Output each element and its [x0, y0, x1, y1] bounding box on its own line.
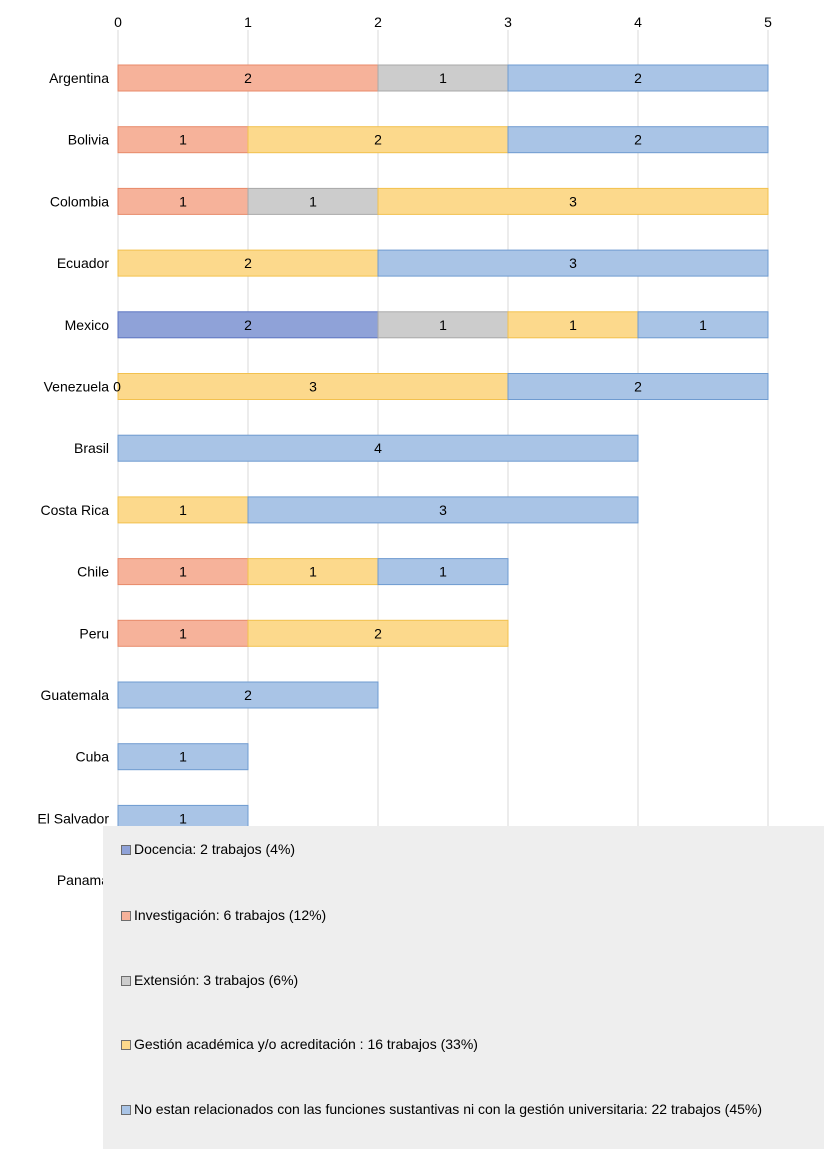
data-label: 3	[569, 193, 577, 209]
data-label: 1	[179, 810, 187, 826]
data-label: 1	[309, 193, 317, 209]
legend-swatch	[121, 1040, 131, 1050]
category-label: Bolivia	[68, 132, 109, 148]
data-label: 1	[439, 70, 447, 86]
bar-segment	[117, 619, 249, 647]
data-label: 1	[179, 502, 187, 518]
data-label: 2	[244, 687, 252, 703]
data-label: 1	[179, 749, 187, 765]
data-label: 3	[439, 502, 447, 518]
category-label: Peru	[79, 625, 109, 641]
bar-segment	[377, 311, 509, 339]
category-label: Chile	[77, 564, 109, 580]
x-tick-label: 0	[114, 14, 122, 30]
bar-segment	[117, 311, 379, 339]
category-label: Mexico	[65, 317, 110, 333]
legend-label: Docencia: 2 trabajos (4%)	[134, 841, 296, 857]
data-labels: 2 1 2 1 2 2 1 1 3 2 3 2 1 1 1 3 2 4 1 3 1 1 1 1 2 2 1 1 0	[113, 70, 707, 826]
legend-item: Extensión: 3 trabajos (6%)	[121, 970, 820, 990]
bar-segment	[377, 558, 509, 586]
bar-segment	[247, 496, 639, 524]
data-label: 4	[374, 440, 382, 456]
bar-segment	[377, 64, 509, 92]
bar-segment	[507, 64, 769, 92]
data-label: 3	[569, 255, 577, 271]
data-label: 2	[374, 625, 382, 641]
bar-segment	[377, 249, 769, 277]
data-label: 1	[179, 564, 187, 580]
bar-segments	[117, 64, 769, 832]
legend-swatch	[121, 1105, 131, 1115]
x-tick-label: 2	[374, 14, 382, 30]
legend-item: Docencia: 2 trabajos (4%)	[121, 839, 820, 859]
data-label: 1	[179, 625, 187, 641]
category-label: Colombia	[50, 193, 109, 209]
data-label: 1	[439, 564, 447, 580]
legend-label: Extensión: 3 trabajos (6%)	[134, 972, 299, 988]
category-label: Venezuela	[44, 379, 110, 395]
data-label: 2	[244, 70, 252, 86]
data-label: 3	[309, 379, 317, 395]
legend-swatch	[121, 976, 131, 986]
data-label: 2	[374, 132, 382, 148]
bar-segment	[117, 558, 249, 586]
bar-segment	[117, 434, 639, 462]
bar-segment	[117, 373, 509, 400]
bar-segment	[637, 311, 769, 339]
legend: Docencia: 2 trabajos (4%) Investigación: …	[103, 826, 824, 1149]
x-tick-label: 1	[244, 14, 252, 30]
data-label: 2	[244, 317, 252, 333]
x-tick-label: 3	[504, 14, 512, 30]
legend-swatch	[121, 911, 131, 921]
legend-item: Investigación: 6 trabajos (12%)	[121, 905, 820, 925]
category-label: Ecuador	[57, 255, 109, 271]
legend-item: Gestión académica y/o acreditación : 16 …	[121, 1034, 820, 1054]
bar-segment	[507, 373, 769, 400]
data-label-zero: 0	[113, 379, 121, 395]
category-label: Argentina	[49, 70, 109, 86]
bar-segment	[507, 126, 769, 154]
legend-item: No estan relacionados con las funciones …	[121, 1099, 820, 1119]
bar-segment	[117, 743, 249, 771]
bar-segment	[247, 187, 379, 215]
category-labels: Argentina Bolivia Colombia Ecuador Mexico Ven…	[37, 70, 109, 888]
data-label: 2	[244, 255, 252, 271]
category-label: Cuba	[76, 749, 110, 765]
x-axis-ticks: 0 1 2 3 4 5	[114, 14, 772, 30]
data-label: 1	[179, 132, 187, 148]
bar-segment	[117, 249, 379, 277]
data-label: 1	[699, 317, 707, 333]
bar-segment	[117, 496, 249, 524]
data-label: 1	[179, 193, 187, 209]
category-label: El Salvador	[37, 810, 109, 826]
legend-label: Gestión académica y/o acreditación : 16 …	[134, 1036, 478, 1052]
data-label: 2	[634, 132, 642, 148]
x-tick-label: 4	[634, 14, 642, 30]
x-tick-label: 5	[764, 14, 772, 30]
category-label: Brasil	[74, 440, 109, 456]
bar-segment	[247, 619, 509, 647]
bar-segment	[377, 187, 769, 215]
data-label: 2	[634, 70, 642, 86]
data-label: 2	[634, 379, 642, 395]
category-label: Costa Rica	[41, 502, 110, 518]
category-label: Guatemala	[41, 687, 110, 703]
data-label: 1	[439, 317, 447, 333]
legend-swatch	[121, 845, 131, 855]
legend-label: Investigación: 6 trabajos (12%)	[134, 907, 327, 923]
bar-segment	[247, 558, 379, 586]
bar-segment	[117, 187, 249, 215]
bar-segment	[117, 126, 249, 154]
category-label: Panamá	[57, 872, 109, 888]
bar-segment	[117, 681, 379, 709]
data-label: 1	[309, 564, 317, 580]
data-label: 1	[569, 317, 577, 333]
bar-segment	[507, 311, 639, 339]
legend-label: No estan relacionados con las funciones …	[134, 1101, 763, 1117]
